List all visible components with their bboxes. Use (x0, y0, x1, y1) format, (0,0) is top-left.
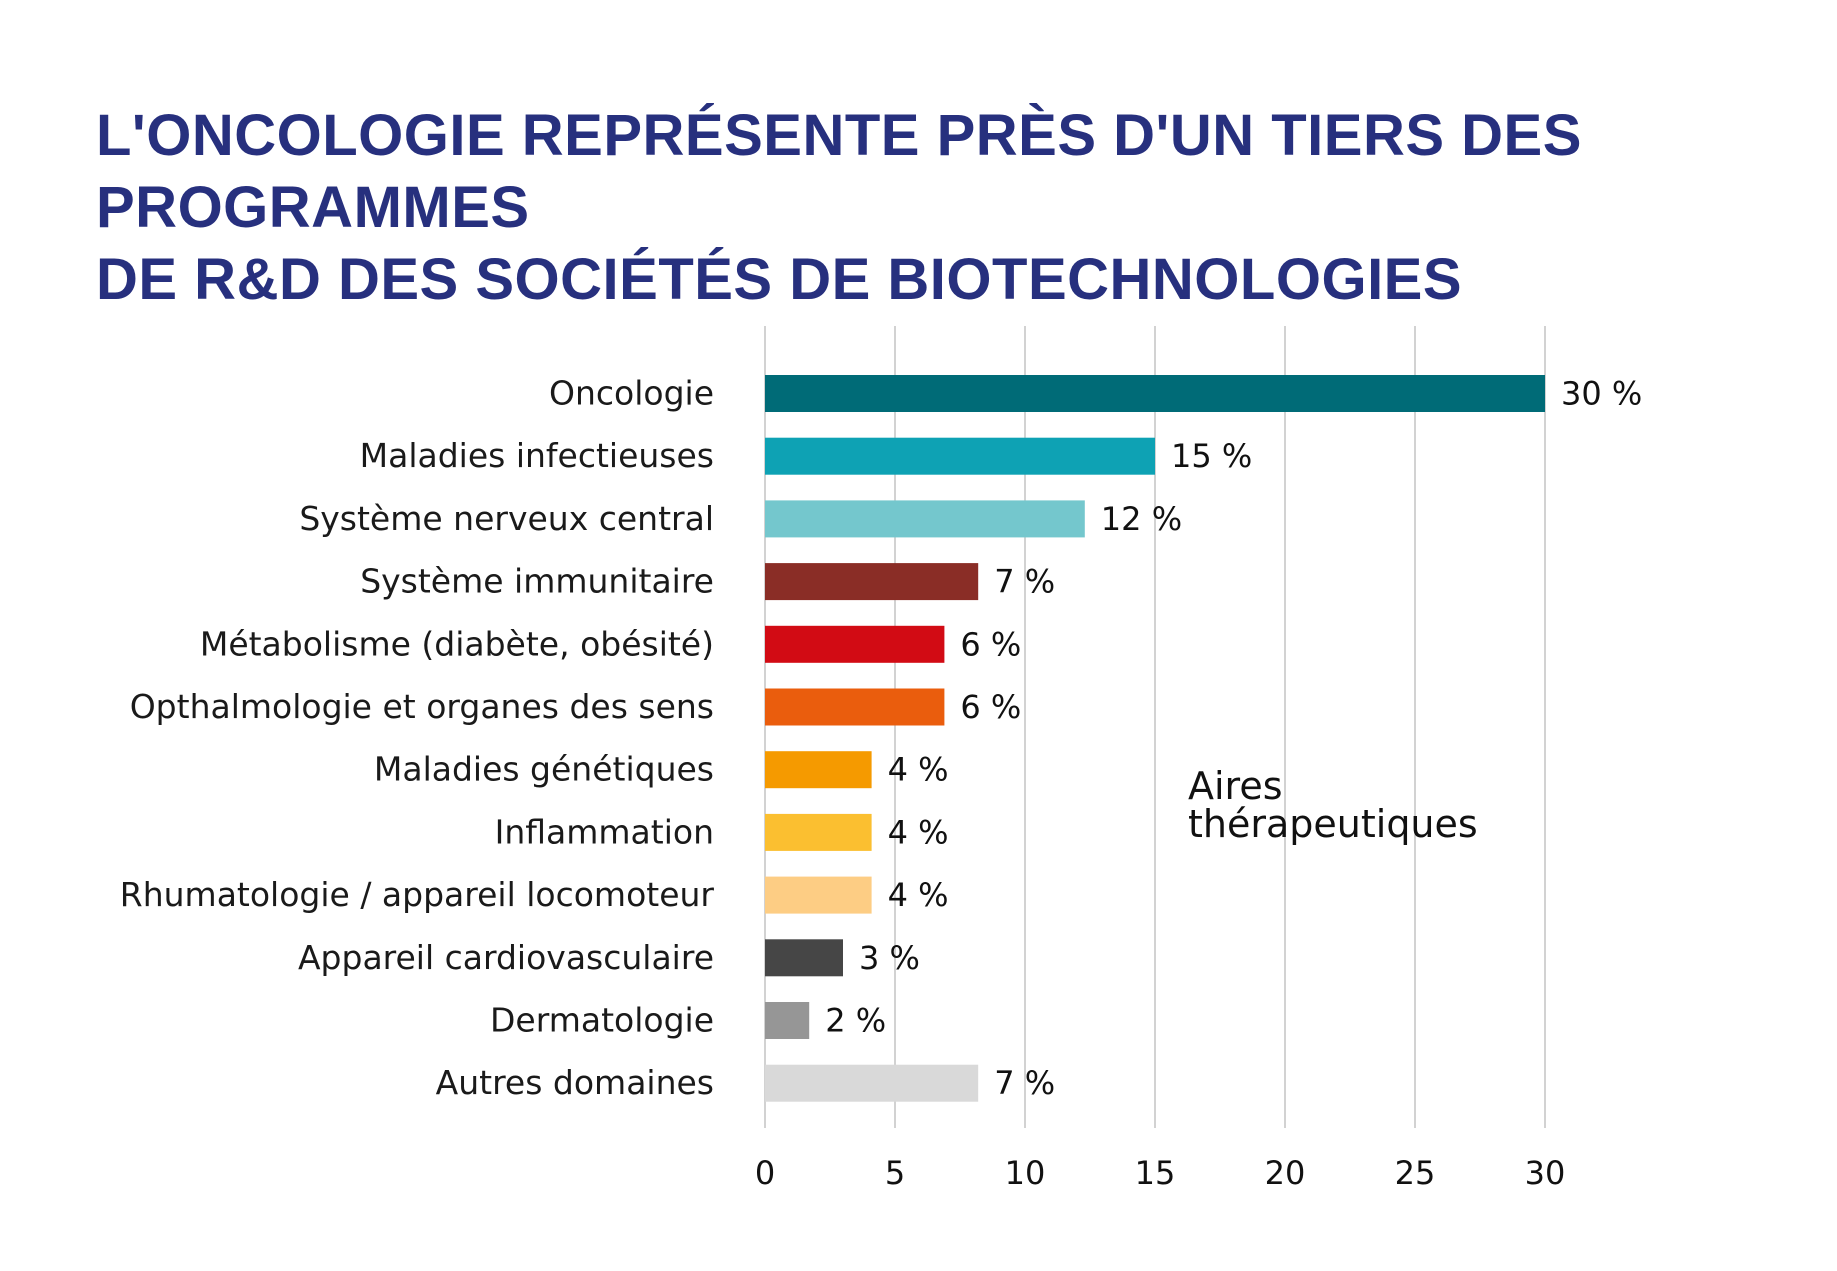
bar-5 (765, 625, 945, 663)
x-tick-label-30: 30 (1525, 1154, 1566, 1192)
x-tick-label-15: 15 (1135, 1154, 1176, 1192)
value-label-5: 6 % (960, 625, 1021, 663)
bars (765, 375, 1545, 1102)
bar-4 (765, 563, 979, 601)
bar-1 (765, 375, 1545, 412)
value-label-1: 30 % (1561, 375, 1642, 413)
category-label-1: Oncologie (549, 374, 714, 413)
value-label-11: 2 % (825, 1002, 886, 1040)
value-label-7: 4 % (888, 751, 949, 789)
value-label-9: 4 % (888, 876, 949, 914)
annotation-line-2: thérapeutiques (1188, 802, 1478, 846)
value-label-3: 12 % (1101, 500, 1182, 538)
x-axis-ticks: 0 5 10 15 20 25 30 (755, 1154, 1566, 1192)
bar-8 (765, 813, 872, 851)
x-tick-label-25: 25 (1395, 1154, 1436, 1192)
category-label-4: Système immunitaire (360, 562, 714, 601)
category-label-10: Appareil cardiovasculaire (298, 938, 714, 977)
category-label-12: Autres domaines (436, 1063, 714, 1102)
value-label-4: 7 % (994, 563, 1055, 601)
value-label-6: 6 % (960, 688, 1021, 726)
bar-3 (765, 500, 1085, 538)
value-labels: 30 % 15 % 12 % 7 % 6 % 6 % 4 % 4 % 4 % 3 % 2 % 7 % (825, 375, 1642, 1103)
x-tick-label-10: 10 (1005, 1154, 1046, 1192)
chart-title-line-2: DE R&D DES SOCIÉTÉS DE BIOTECHNOLOGIES (96, 247, 1463, 312)
category-label-3: Système nerveux central (299, 499, 714, 538)
annotation-line-1: Aires (1188, 764, 1283, 808)
category-label-8: Inflammation (495, 812, 714, 851)
category-label-2: Maladies infectieuses (360, 436, 714, 475)
bar-6 (765, 688, 945, 726)
x-tick-label-20: 20 (1265, 1154, 1306, 1192)
value-label-10: 3 % (859, 939, 920, 977)
bar-11 (765, 1002, 810, 1039)
bar-10 (765, 939, 843, 977)
value-label-12: 7 % (994, 1064, 1055, 1102)
x-tick-label-0: 0 (755, 1154, 775, 1192)
bar-2 (765, 437, 1155, 475)
chart-title: L'ONCOLOGIE REPRÉSENTE PRÈS D'UN TIERS D… (96, 100, 1796, 316)
category-label-5: Métabolisme (diabète, obésité) (200, 624, 714, 663)
category-label-9: Rhumatologie / appareil locomoteur (120, 875, 715, 914)
category-labels: Oncologie Maladies infectieuses Système ne… (120, 374, 715, 1103)
chart-title-line-1: L'ONCOLOGIE REPRÉSENTE PRÈS D'UN TIERS D… (96, 103, 1582, 240)
bar-12 (765, 1064, 979, 1102)
category-label-7: Maladies génétiques (374, 750, 714, 789)
value-label-2: 15 % (1171, 437, 1252, 475)
bar-7 (765, 751, 872, 789)
category-label-11: Dermatologie (490, 1001, 714, 1040)
x-tick-label-5: 5 (885, 1154, 905, 1192)
value-label-8: 4 % (888, 813, 949, 851)
category-label-6: Opthalmologie et organes des sens (130, 687, 714, 726)
bar-9 (765, 876, 872, 914)
